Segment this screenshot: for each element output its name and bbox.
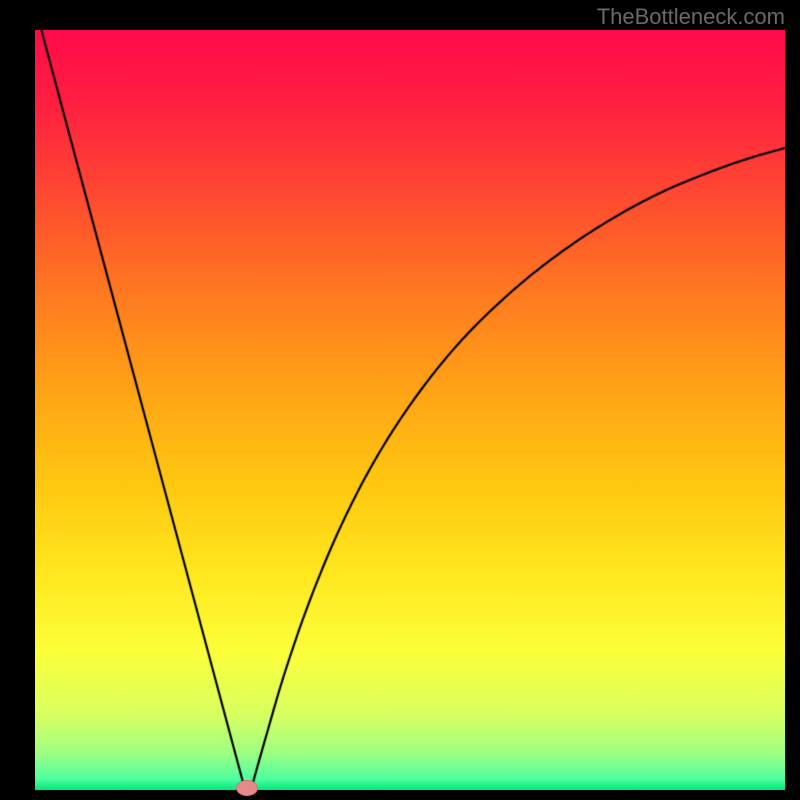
- chart-container: TheBottleneck.com: [0, 0, 800, 800]
- bottleneck-curve: [0, 0, 800, 800]
- watermark-text: TheBottleneck.com: [597, 4, 785, 30]
- vertex-marker: [236, 780, 258, 796]
